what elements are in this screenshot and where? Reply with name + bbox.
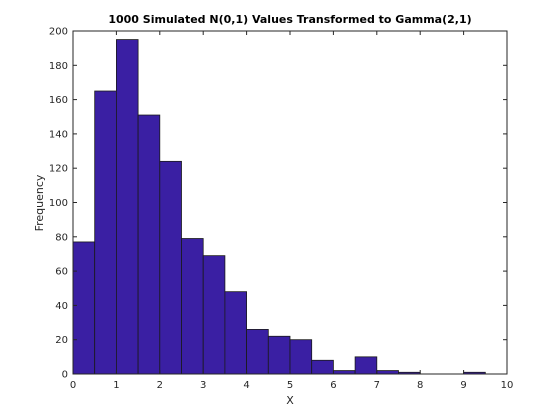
x-axis-label: X: [286, 394, 294, 407]
histogram-bar-6: [202, 255, 226, 375]
x-tick-label-4: 4: [243, 380, 249, 391]
x-tick-label-7: 7: [374, 380, 380, 391]
y-tick-label-9: 180: [49, 61, 68, 72]
x-tick-label-2: 2: [157, 380, 163, 391]
y-tick-label-3: 60: [55, 267, 68, 278]
x-tick-label-3: 3: [200, 380, 206, 391]
x-tick-label-8: 8: [417, 380, 423, 391]
histogram-bar-11: [311, 359, 334, 375]
histogram-bar-7: [224, 291, 247, 375]
x-tick-label-9: 9: [460, 380, 466, 391]
y-ticks-group: 0 20 40 60 80 100 120 140 160 180 200: [49, 27, 507, 381]
histogram-bar-2: [116, 39, 139, 375]
x-tick-label-10: 10: [501, 380, 514, 391]
histogram-bar-5: [181, 238, 204, 375]
histogram-bar-14: [376, 370, 399, 375]
histogram-bar-9: [267, 335, 291, 375]
y-tick-label-8: 160: [49, 95, 68, 106]
histogram-bar-13: [354, 356, 378, 375]
y-tick-label-10: 200: [49, 27, 68, 38]
y-tick-label-1: 20: [55, 335, 68, 346]
y-tick-label-0: 0: [62, 370, 68, 381]
x-tick-label-0: 0: [70, 380, 76, 391]
x-tick-label-5: 5: [287, 380, 293, 391]
y-tick-label-4: 80: [55, 232, 68, 243]
histogram-bar-12: [332, 370, 356, 375]
y-tick-label-7: 140: [49, 129, 68, 140]
histogram-bar-0: [72, 241, 96, 375]
bars-group: [72, 39, 486, 375]
x-ticks-group: 0 1 2 3 4 5 6 7 8 9 10: [70, 31, 514, 391]
histogram-bar-10: [289, 339, 313, 375]
x-tick-label-6: 6: [330, 380, 336, 391]
histogram-bar-4: [159, 160, 182, 375]
y-tick-label-5: 100: [49, 198, 68, 209]
y-tick-label-2: 40: [55, 301, 68, 312]
y-tick-label-6: 120: [49, 164, 68, 175]
histogram-bar-3: [137, 114, 161, 375]
x-tick-label-1: 1: [113, 380, 119, 391]
chart-title: 1000 Simulated N(0,1) Values Transformed…: [108, 13, 471, 26]
histogram-bar-8: [246, 329, 269, 375]
histogram-bar-1: [94, 90, 117, 375]
y-axis-label: Frequency: [33, 174, 46, 231]
